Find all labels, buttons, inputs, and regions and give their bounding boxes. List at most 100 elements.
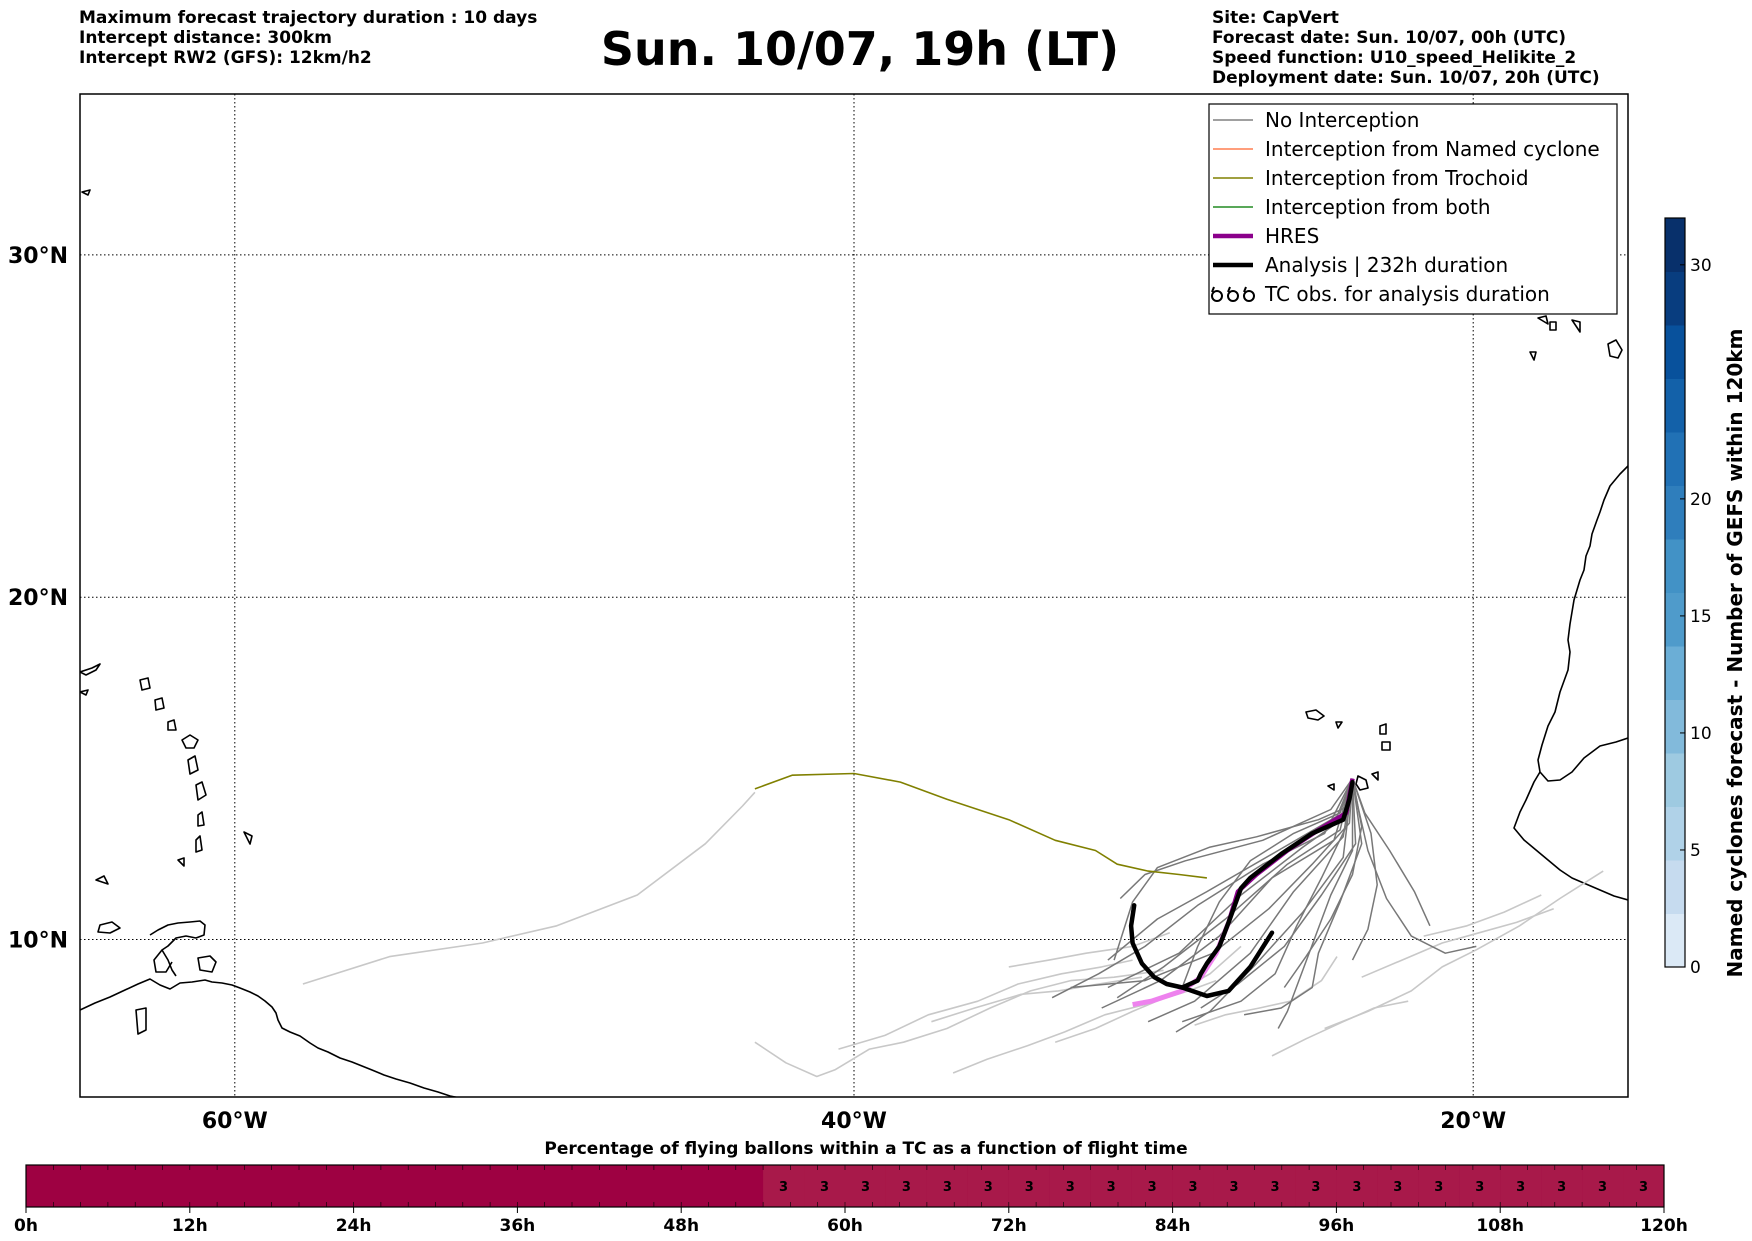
colorbar-tick-label: 0 [1690, 958, 1701, 978]
colorbar-segment [1665, 378, 1685, 433]
site-info: Site: CapVert Forecast date: Sun. 10/07,… [1212, 8, 1600, 88]
flight-bar-value: 3 [1557, 1180, 1566, 1195]
flight-bar-segment [1623, 1165, 1664, 1207]
graticule [80, 94, 1628, 1097]
lesser-antilles-11 [95, 875, 109, 885]
caribbean-coast [149, 920, 206, 977]
trajectory-line-light [838, 959, 1133, 1050]
deployment-date-text: Deployment date: Sun. 10/07, 20h (UTC) [1212, 68, 1600, 88]
colorbar-segment [1665, 753, 1685, 807]
legend-label: Interception from Trochoid [1265, 166, 1529, 190]
flight-time-bar: 3 3 3 3 3 3 3 3 3 3 3 3 3 3 3 3 3 3 3 3 3 3 0h 12h 24h 36h 48h 60h 7… [14, 1164, 1688, 1236]
tc-obs-icon-tail [1243, 286, 1247, 293]
colorbar-tick-label: 30 [1690, 256, 1712, 276]
small-islands-1 [80, 663, 101, 676]
hres-trajectory [1132, 778, 1355, 1008]
speed-function-text: Speed function: U10_speed_Helikite_2 [1212, 48, 1577, 68]
flight-bar-segment [1008, 1165, 1050, 1207]
flight-bar-segment [1090, 1165, 1132, 1207]
flight-bar-segment [1172, 1165, 1214, 1207]
flight-bar-segment [1459, 1165, 1501, 1207]
tc-obs-icon [1211, 290, 1223, 302]
guajira [97, 921, 121, 934]
lake-maracaibo [153, 949, 173, 973]
flight-bar-value: 3 [1516, 1180, 1525, 1195]
lat-tick-label: 10°N [8, 929, 68, 954]
flight-bar-title: Percentage of flying ballons within a TC… [544, 1139, 1187, 1159]
flight-bar-value: 3 [1148, 1180, 1157, 1195]
lesser-antilles-6 [177, 857, 185, 867]
trajectory-line-no-interception [1119, 778, 1354, 900]
trajectory-line-no-interception [1147, 778, 1354, 1023]
flight-bar-value: 3 [861, 1180, 870, 1195]
analysis-line [1128, 779, 1355, 990]
lesser-antilles-4 [197, 811, 205, 827]
flight-bar-segment [804, 1165, 845, 1207]
trajectory-line-light [1008, 931, 1171, 968]
flight-bar-value: 3 [1270, 1180, 1279, 1195]
trinidad [197, 955, 217, 973]
lon-tick-label: 20°W [1440, 1109, 1506, 1134]
flight-bar-segment [845, 1165, 886, 1207]
colorbar-tick-label: 20 [1690, 490, 1712, 510]
trajectory-line-no-interception [1070, 778, 1354, 989]
lesser-antilles-3 [195, 781, 207, 801]
flight-bar-value: 3 [1066, 1180, 1075, 1195]
flight-bar-segment [926, 1165, 968, 1207]
colorbar-segment [1665, 913, 1685, 968]
north-west-islet [81, 189, 91, 196]
colorbar-frame [1664, 217, 1686, 968]
lesser-antilles-9 [167, 719, 177, 731]
tc-obs-icon [1227, 290, 1239, 302]
flight-bar-segment [1131, 1165, 1173, 1207]
flight-bar-tick-label: 108h [1476, 1216, 1524, 1236]
trajectory-line-no-interception [1351, 778, 1477, 954]
colorbar-segment [1665, 432, 1685, 486]
flight-bar-tick-label: 48h [663, 1216, 699, 1236]
flight-bar-value: 3 [1107, 1180, 1116, 1195]
flight-bar-segment [1541, 1165, 1583, 1207]
legend-label: Interception from Named cyclone [1265, 137, 1600, 161]
trajectory-line-light [1324, 870, 1604, 1030]
flight-bar-value: 3 [1025, 1180, 1034, 1195]
flight-bar-segment [1049, 1165, 1091, 1207]
tc-obs-icon [1243, 290, 1255, 302]
colorbar-label: Named cyclones forecast - Number of GEFS… [1723, 329, 1747, 978]
flight-bar-value: 3 [943, 1180, 952, 1195]
light-trajectories [302, 791, 1604, 1078]
flight-bar-value: 3 [902, 1180, 911, 1195]
trajectory-line-no-interception [1277, 778, 1354, 1029]
small-islands-2 [80, 689, 89, 696]
africa-coast [1537, 465, 1628, 782]
trajectory-line-no-interception [1181, 778, 1354, 988]
trajectory-line-no-interception [1175, 778, 1354, 1033]
flight-bar-tick-label: 60h [827, 1216, 863, 1236]
trajectory-line-no-interception [1113, 778, 1354, 961]
flight-bar-value: 3 [1639, 1180, 1648, 1195]
flight-bar-value: 3 [1393, 1180, 1402, 1195]
trajectory-line-no-interception [1351, 778, 1378, 961]
no-interception-trajectories [1051, 778, 1477, 1033]
flight-bar-tick-label: 72h [991, 1216, 1027, 1236]
flight-bar-tick-label: 96h [1319, 1216, 1355, 1236]
flight-bar-tick-label: 84h [1155, 1216, 1191, 1236]
lon-tick-label: 40°W [821, 1109, 887, 1134]
trochoid-interception-trajectories [754, 772, 1207, 879]
flight-bar-value: 3 [1189, 1180, 1198, 1195]
flight-bar-segment [763, 1165, 805, 1207]
flight-bar-segment [967, 1165, 1009, 1207]
lat-tick-label: 30°N [8, 244, 68, 269]
flight-bar-value: 3 [1598, 1180, 1607, 1195]
flight-bar-tick-label: 24h [336, 1216, 372, 1236]
trajectory-line-light [1271, 1000, 1409, 1057]
tc-obs-icon-tail [1211, 286, 1215, 293]
analysis-trajectory [1128, 779, 1355, 999]
colorbar-segment [1665, 860, 1685, 914]
colorbar-segment [1665, 485, 1685, 540]
colorbar-segment [1665, 806, 1685, 861]
south-america-coast [80, 978, 460, 1097]
intercept-distance-text: Intercept distance: 300km [79, 28, 332, 48]
flight-bar-segment [1418, 1165, 1460, 1207]
trajectory-line-light [1361, 907, 1554, 978]
